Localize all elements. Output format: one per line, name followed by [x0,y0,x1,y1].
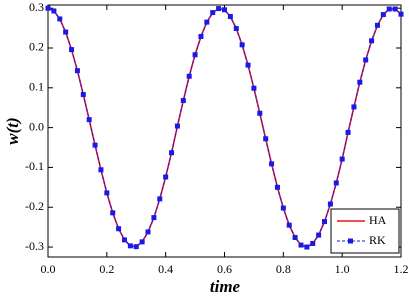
marker [104,190,110,196]
marker [98,167,104,173]
marker [322,219,328,225]
marker [369,38,375,44]
y-axis-label: w(t) [3,117,22,144]
y-tick-label: -0.2 [25,199,44,213]
marker [398,11,404,17]
x-tick-label: 0.4 [158,262,173,276]
marker [151,215,157,221]
marker [286,222,292,228]
marker [145,229,151,235]
marker [280,205,286,211]
marker [327,201,333,207]
marker [339,156,345,162]
marker [380,12,386,18]
x-tick-label: 0.0 [41,262,56,276]
marker [139,239,145,245]
marker [351,104,357,110]
y-tick-label: -0.1 [25,159,44,173]
legend-box [330,208,400,254]
marker [298,242,304,248]
marker [210,10,216,16]
y-tick-label: 0.0 [29,119,44,133]
marker [110,210,116,216]
marker [74,68,80,74]
marker [392,6,398,12]
marker [345,129,351,135]
marker [245,62,251,68]
y-tick-label: -0.3 [25,239,44,253]
marker [292,234,298,240]
marker [180,98,186,104]
marker [386,6,392,12]
x-tick-label: 0.6 [217,262,232,276]
marker [304,244,310,250]
marker [45,5,51,11]
marker [222,7,227,13]
x-axis-label: time [210,277,241,296]
marker [186,73,192,79]
marker [92,142,98,148]
marker [251,85,257,91]
legend-label: HA [369,213,387,227]
marker [163,174,169,180]
marker [198,33,204,39]
marker [174,123,180,129]
marker [116,226,122,232]
marker [239,42,245,48]
marker [257,110,263,116]
marker [269,161,275,167]
marker [263,136,269,142]
marker [316,232,322,238]
legend-marker [348,238,353,244]
marker [80,92,86,98]
marker [310,240,316,246]
marker [121,237,127,243]
marker [57,16,63,22]
marker [374,22,380,28]
marker [51,8,57,14]
marker [86,117,92,123]
y-tick-label: 0.3 [29,0,44,14]
y-tick-label: 0.1 [29,80,44,94]
x-tick-label: 1.0 [335,262,350,276]
marker [133,244,139,250]
x-tick-label: 1.2 [394,262,409,276]
marker [63,29,69,35]
marker [227,14,233,20]
x-tick-label: 0.8 [276,262,291,276]
y-tick-label: 0.2 [29,40,44,54]
marker [69,47,75,53]
marker [169,150,175,156]
legend-label: RK [369,233,386,247]
marker [216,6,222,12]
marker [363,57,369,63]
marker [274,184,280,190]
marker [357,79,363,85]
x-tick-label: 0.2 [99,262,114,276]
marker [192,52,198,58]
marker [157,196,163,202]
marker [233,25,239,31]
marker [333,180,339,186]
marker [204,19,210,25]
marker [127,243,133,249]
